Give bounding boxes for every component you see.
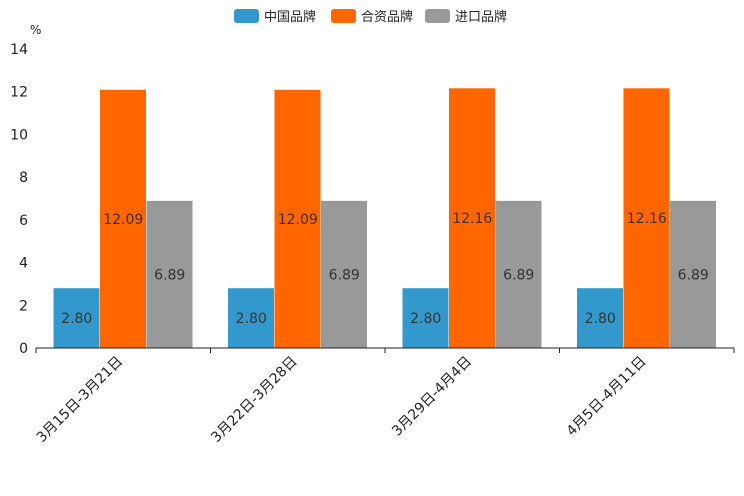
x-category-label: 3月29日-4月4日 bbox=[389, 354, 475, 440]
y-tick-label: 0 bbox=[19, 341, 28, 357]
x-category-label: 3月22日-3月28日 bbox=[208, 354, 300, 446]
y-tick-label: 8 bbox=[19, 170, 28, 186]
y-axis-unit-label: % bbox=[30, 23, 41, 37]
legend-label-jv-brand: 合资品牌 bbox=[361, 9, 413, 25]
x-category-label: 4月5日-4月11日 bbox=[564, 354, 650, 440]
legend-swatch-jv-brand bbox=[331, 9, 356, 23]
bar-value-label: 12.16 bbox=[452, 211, 492, 227]
bar-import-brand bbox=[321, 200, 367, 348]
bar-value-label: 6.89 bbox=[154, 267, 185, 283]
y-tick-label: 12 bbox=[10, 85, 28, 101]
bar-value-label: 2.80 bbox=[410, 311, 441, 327]
bar-value-label: 12.09 bbox=[278, 212, 318, 228]
bar-import-brand bbox=[146, 200, 193, 348]
y-axis: 0 2 4 6 8 10 12 14 bbox=[10, 42, 28, 357]
bars bbox=[53, 88, 716, 348]
bar-china-brand bbox=[228, 288, 274, 348]
y-tick-label: 4 bbox=[19, 256, 28, 272]
bar-value-label: 12.16 bbox=[627, 211, 667, 227]
bar-jv-brand bbox=[623, 88, 670, 348]
bar-jv-brand bbox=[449, 88, 495, 348]
y-tick-label: 6 bbox=[19, 213, 28, 229]
legend: 中国品牌 合资品牌 进口品牌 bbox=[234, 9, 507, 25]
y-tick-label: 2 bbox=[19, 298, 28, 314]
bar-value-label: 6.89 bbox=[503, 267, 534, 283]
legend-swatch-china-brand bbox=[234, 9, 259, 23]
bar-china-brand bbox=[402, 288, 449, 348]
y-tick-label: 14 bbox=[10, 42, 28, 58]
bar-value-label: 2.80 bbox=[236, 311, 267, 327]
legend-label-import-brand: 进口品牌 bbox=[455, 9, 507, 25]
bar-import-brand bbox=[670, 200, 716, 348]
bar-labels: 2.80 12.09 6.89 2.80 12.09 6.89 2.80 12.16 6.89 2… bbox=[61, 211, 709, 327]
bar-china-brand bbox=[577, 288, 623, 348]
bar-import-brand bbox=[495, 200, 542, 348]
bar-jv-brand bbox=[274, 89, 321, 348]
legend-label-china-brand: 中国品牌 bbox=[264, 9, 316, 25]
bar-value-label: 6.89 bbox=[678, 267, 709, 283]
x-axis: 3月15日-3月21日 3月22日-3月28日 3月29日-4月4日 4月5日-4月1… bbox=[34, 348, 735, 446]
x-category-label: 3月15日-3月21日 bbox=[34, 354, 126, 446]
bar-value-label: 2.80 bbox=[585, 311, 616, 327]
y-tick-label: 10 bbox=[10, 127, 28, 143]
bar-jv-brand bbox=[100, 89, 146, 348]
legend-swatch-import-brand bbox=[425, 9, 450, 23]
bar-value-label: 2.80 bbox=[61, 311, 92, 327]
bar-china-brand bbox=[53, 288, 100, 348]
bar-value-label: 12.09 bbox=[103, 212, 143, 228]
bar-value-label: 6.89 bbox=[329, 267, 360, 283]
